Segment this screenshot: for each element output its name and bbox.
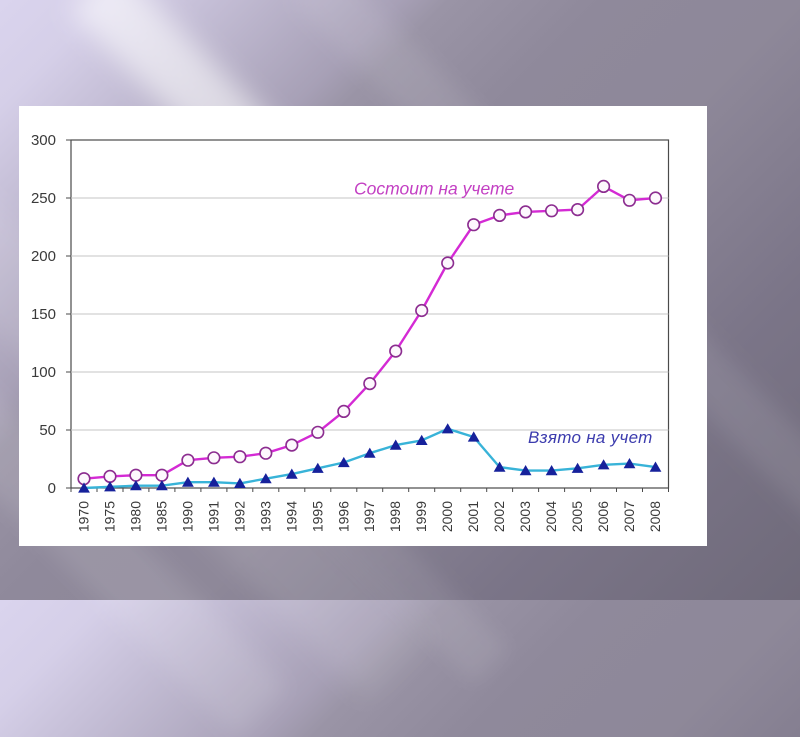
svg-text:2006: 2006 bbox=[595, 501, 611, 532]
svg-text:1999: 1999 bbox=[413, 501, 429, 532]
svg-text:1996: 1996 bbox=[335, 501, 351, 532]
svg-text:2007: 2007 bbox=[621, 501, 637, 532]
svg-text:1995: 1995 bbox=[309, 501, 325, 532]
svg-text:2008: 2008 bbox=[647, 501, 663, 532]
svg-text:2001: 2001 bbox=[465, 501, 481, 532]
svg-text:1993: 1993 bbox=[257, 501, 273, 532]
svg-text:1994: 1994 bbox=[283, 501, 299, 532]
svg-text:0: 0 bbox=[48, 480, 56, 497]
svg-text:200: 200 bbox=[31, 248, 56, 265]
svg-text:2003: 2003 bbox=[517, 501, 533, 532]
svg-text:Состоит на учете: Состоит на учете bbox=[354, 179, 515, 199]
svg-text:1980: 1980 bbox=[127, 501, 143, 532]
svg-text:1991: 1991 bbox=[205, 501, 221, 532]
svg-text:2002: 2002 bbox=[491, 501, 507, 532]
svg-text:300: 300 bbox=[31, 132, 56, 149]
svg-text:2004: 2004 bbox=[543, 501, 559, 532]
svg-text:1970: 1970 bbox=[76, 501, 92, 532]
svg-text:150: 150 bbox=[31, 306, 56, 323]
svg-text:2005: 2005 bbox=[569, 501, 585, 532]
svg-text:2000: 2000 bbox=[439, 501, 455, 532]
svg-text:250: 250 bbox=[31, 190, 56, 207]
svg-text:100: 100 bbox=[31, 364, 56, 381]
svg-text:1997: 1997 bbox=[361, 501, 377, 532]
svg-text:1998: 1998 bbox=[387, 501, 403, 532]
svg-text:Взято на учет: Взято на учет bbox=[528, 428, 653, 447]
svg-text:1975: 1975 bbox=[102, 501, 118, 532]
svg-text:50: 50 bbox=[39, 422, 56, 439]
svg-text:1985: 1985 bbox=[153, 501, 169, 532]
svg-text:1992: 1992 bbox=[231, 501, 247, 532]
svg-text:1990: 1990 bbox=[179, 501, 195, 532]
